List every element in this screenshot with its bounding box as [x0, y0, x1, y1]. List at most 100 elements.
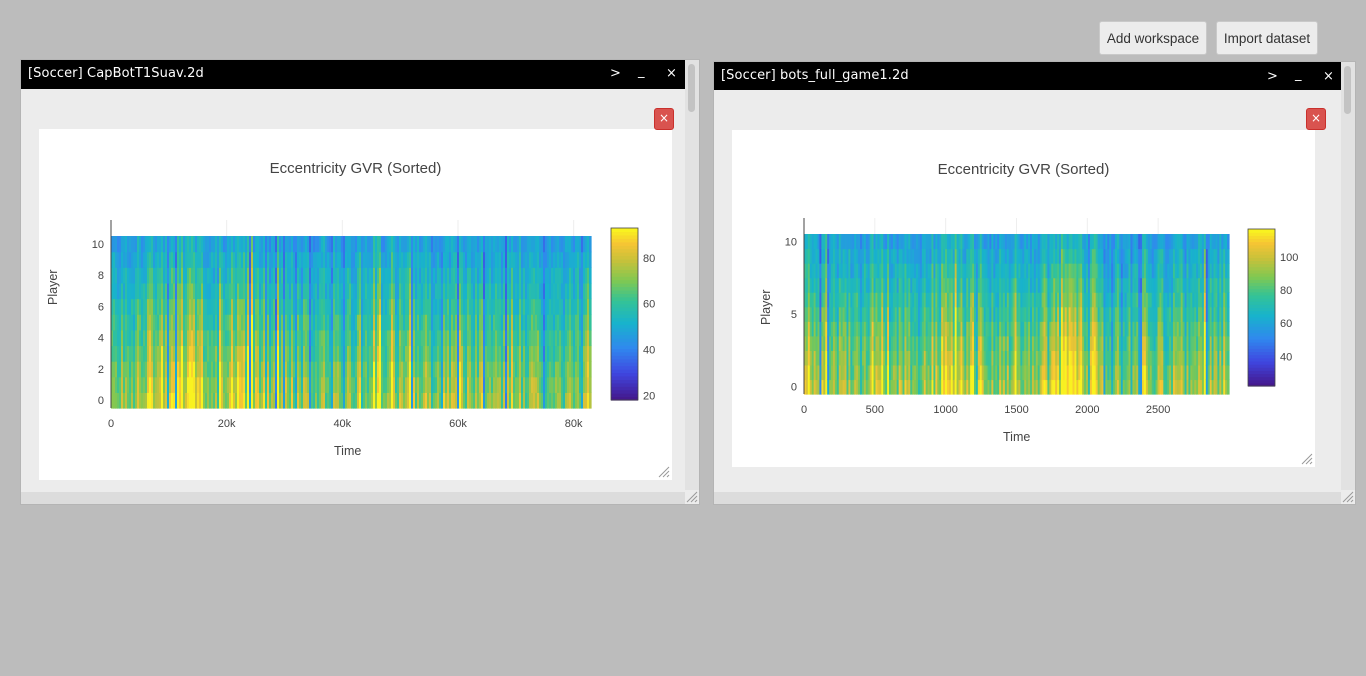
window-titlebar[interactable]: [Soccer] bots_full_game1.2d > _ ×: [714, 62, 1341, 90]
heatmap-cell: [1080, 321, 1083, 337]
heatmap-cell: [161, 329, 164, 347]
heatmap-cell: [881, 364, 884, 381]
heatmap-cell: [1004, 292, 1008, 308]
heatmap-cell: [883, 277, 886, 293]
heatmap-cell: [585, 392, 588, 409]
heatmap-cell: [211, 392, 214, 409]
heatmap-cell: [1086, 379, 1089, 395]
heatmap-cell: [535, 361, 538, 378]
heatmap-cell: [285, 236, 288, 253]
heatmap-cell: [559, 298, 562, 315]
heatmap-cell: [575, 361, 578, 378]
window-titlebar[interactable]: [Soccer] CapBotT1Suav.2d > _ ×: [21, 60, 685, 89]
heatmap-cell: [137, 314, 140, 331]
heatmap-cell: [867, 277, 871, 293]
heatmap-cell: [367, 314, 370, 331]
heatmap-cell: [890, 248, 894, 264]
heatmap-cell: [119, 282, 122, 300]
heatmap-cell: [383, 376, 386, 393]
heatmap-cell: [968, 364, 971, 381]
heatmap-cell: [329, 251, 332, 268]
heatmap-cell: [966, 263, 969, 279]
heatmap-cell: [1124, 234, 1128, 250]
colorbar-swatch: [611, 228, 638, 233]
expand-icon[interactable]: >: [610, 66, 621, 81]
heatmap-cell: [1176, 306, 1180, 322]
heatmap-cell: [966, 277, 969, 293]
vertical-scrollbar[interactable]: [685, 60, 699, 492]
scrollbar-thumb[interactable]: [688, 64, 695, 112]
add-workspace-button[interactable]: Add workspace: [1099, 21, 1207, 55]
minimize-icon[interactable]: _: [638, 64, 645, 79]
close-icon[interactable]: ×: [1323, 69, 1334, 84]
heatmap-cell: [123, 298, 126, 315]
heatmap-cell: [1169, 248, 1172, 264]
heatmap-cell: [943, 379, 946, 395]
heatmap-cell: [805, 234, 809, 250]
heatmap-cell: [1120, 350, 1124, 366]
heatmap-cell: [157, 376, 160, 393]
resize-corner[interactable]: [685, 490, 699, 504]
horizontal-scrollbar[interactable]: [21, 492, 685, 504]
heatmap-cell: [1091, 306, 1095, 322]
heatmap-cell: [1122, 350, 1126, 366]
heatmap-cell: [521, 345, 524, 362]
heatmap-cell: [958, 263, 962, 279]
heatmap-cell: [157, 329, 160, 347]
resize-grip-icon[interactable]: [658, 466, 670, 478]
heatmap-cell: [451, 329, 454, 347]
minimize-icon[interactable]: _: [1295, 67, 1302, 82]
close-plot-button[interactable]: ×: [654, 108, 674, 130]
vertical-scrollbar[interactable]: [1341, 62, 1355, 492]
heatmap-cell: [513, 236, 516, 253]
colorbar-tick-label: 40: [643, 345, 655, 357]
heatmap-cell: [551, 314, 554, 331]
heatmap-cell: [1070, 350, 1074, 366]
heatmap-cell: [960, 306, 964, 322]
resize-corner[interactable]: [1341, 490, 1355, 504]
heatmap-cell: [555, 236, 558, 253]
heatmap-cell: [863, 263, 867, 279]
heatmap-cell: [968, 234, 971, 250]
heatmap-cell: [251, 236, 254, 253]
heatmap-cell: [425, 251, 428, 268]
heatmap-cell: [933, 234, 936, 250]
heatmap-cell: [465, 392, 468, 409]
heatmap-cell: [902, 234, 906, 250]
heatmap-cell: [195, 267, 198, 284]
heatmap-cell: [405, 282, 408, 300]
heatmap-cell: [1109, 263, 1112, 279]
horizontal-scrollbar[interactable]: [714, 492, 1341, 504]
heatmap-cell: [177, 329, 180, 347]
heatmap-cell: [551, 282, 554, 300]
heatmap-cell: [1134, 234, 1137, 250]
heatmap-cell: [827, 350, 830, 366]
heatmap-cell: [811, 263, 815, 279]
close-icon[interactable]: ×: [666, 66, 677, 81]
heatmap-cell: [377, 361, 380, 378]
heatmap-cell: [1120, 321, 1124, 337]
expand-icon[interactable]: >: [1267, 69, 1278, 84]
heatmap-cell: [939, 263, 942, 279]
heatmap-cell: [387, 298, 390, 315]
heatmap-cell: [111, 282, 114, 300]
heatmap-cell: [517, 282, 520, 300]
heatmap-cell: [569, 376, 572, 393]
scrollbar-thumb[interactable]: [1344, 66, 1351, 114]
heatmap-cell: [962, 306, 965, 322]
heatmap-cell: [804, 234, 807, 250]
heatmap-cell: [187, 361, 190, 378]
heatmap-cell: [1039, 292, 1043, 308]
heatmap-cell: [1105, 350, 1108, 366]
heatmap-cell: [1118, 306, 1122, 322]
heatmap-cell: [1171, 379, 1174, 395]
heatmap-cell: [203, 392, 206, 409]
heatmap-cell: [1012, 277, 1016, 293]
import-dataset-button[interactable]: Import dataset: [1216, 21, 1318, 55]
heatmap-cell: [487, 329, 490, 347]
heatmap-cell: [1055, 379, 1058, 395]
heatmap-cell: [427, 376, 430, 393]
heatmap-cell: [381, 251, 384, 268]
